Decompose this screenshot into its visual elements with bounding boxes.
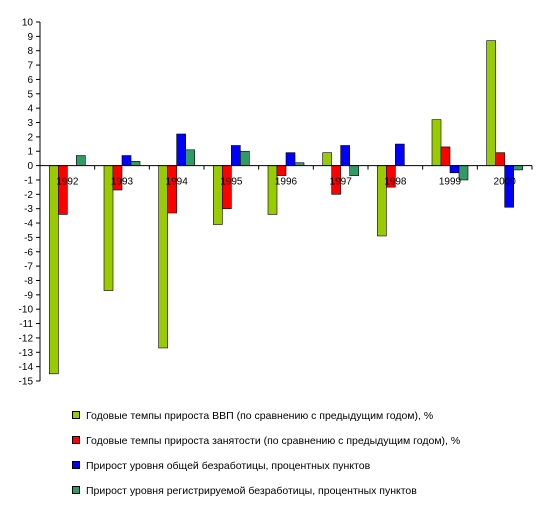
x-axis: 1992 1993 1994 1995 1996 1997 1998 1999 2000 [39,165,533,188]
x-tick-label-1994: 1994 [166,177,189,188]
y-tick-label: -15 [19,377,34,388]
y-tick-label: -10 [19,305,34,316]
x-tick-label-1995: 1995 [220,177,243,188]
bar-series-3-1993 [121,155,132,166]
y-tick-label: -1 [24,175,33,186]
legend-swatch [72,461,80,470]
bar-series-3-1997 [340,145,350,166]
x-tick-label-1998: 1998 [384,177,407,188]
bar-series-4-1993 [130,160,141,166]
legend-swatch [72,486,80,495]
y-tick-label: -7 [24,262,33,273]
y-tick-label: 1 [27,147,33,158]
bar-series-1-1999 [431,119,442,166]
y-tick-label: -9 [24,290,33,301]
y-tick-label: -6 [24,247,33,258]
y-tick-label: 6 [27,75,33,86]
legend-label: Прирост уровня регистрируемой безработиц… [86,485,417,497]
y-tick-label: -13 [19,348,34,359]
legend-swatch [72,411,80,420]
y-tick-label: -11 [19,319,33,330]
y-tick-label: 0 [27,161,33,172]
y-tick-label: 7 [27,61,33,72]
y-tick-label: 9 [27,32,33,43]
y-tick-label: -2 [24,190,33,201]
x-tick-label-1996: 1996 [275,177,298,188]
bar-series-4-1995 [240,150,250,166]
legend-item-1: Годовые темпы прироста ВВП (по сравнению… [72,410,433,422]
x-tick-label-2000: 2000 [494,177,517,188]
y-tick-label: -3 [24,204,33,215]
y-tick-label: -12 [19,333,34,344]
bar-chart: 109876543210-1-2-3-4-5-6-7-8-9-10-11-12-… [19,18,533,388]
y-tick-label: -8 [24,276,33,287]
bar-series-2-2000 [495,152,505,166]
bar-series-3-1998 [395,143,405,166]
legend-item-2: Годовые темпы прироста занятости (по сра… [72,435,460,447]
bar-series-1-1996 [267,165,278,215]
x-tick-label-1992: 1992 [56,177,79,188]
y-tick-label: 10 [22,18,34,29]
y-tick-label: -4 [24,219,33,230]
y-tick-label: 4 [27,104,33,115]
bar-series-2-1999 [440,146,451,166]
x-tick-label-1997: 1997 [330,177,353,188]
legend-swatch [72,436,80,445]
bar-series-1-1997 [322,152,332,166]
legend-label: Годовые темпы прироста занятости (по сра… [86,435,461,447]
bars [49,40,523,375]
bar-series-2-1996 [276,165,287,176]
legend-label: Годовые темпы прироста ВВП (по сравнению… [86,410,434,422]
bar-series-3-1996 [285,152,296,166]
y-axis: 109876543210-1-2-3-4-5-6-7-8-9-10-11-12-… [19,18,41,388]
legend-label: Прирост уровня общей безработицы, процен… [86,460,371,472]
bar-series-3-1999 [449,165,460,174]
bar-series-4-1992 [76,155,86,166]
bar-series-3-1995 [231,145,241,166]
y-tick-label: 3 [27,118,33,129]
bar-series-1-1995 [213,165,223,225]
y-tick-label: -5 [24,233,33,244]
legend-item-4: Прирост уровня регистрируемой безработиц… [72,485,417,497]
bar-series-1-1994 [158,165,168,349]
bar-series-4-2000 [513,165,523,171]
x-tick-label-1993: 1993 [111,177,134,188]
bar-series-2-1994 [167,165,177,214]
bar-series-2-1992 [58,165,68,215]
bar-series-4-1994 [185,149,195,166]
legend-item-3: Прирост уровня общей безработицы, процен… [72,460,370,472]
y-tick-label: 2 [27,132,33,143]
bar-series-1-1992 [49,165,59,375]
x-tick-label-1999: 1999 [439,177,462,188]
bar-series-3-1994 [176,133,186,166]
y-tick-label: 5 [27,89,33,100]
bar-series-4-1997 [349,165,359,176]
y-tick-label: -14 [19,362,34,373]
y-tick-label: 8 [27,46,33,57]
bar-series-1-2000 [486,40,496,166]
